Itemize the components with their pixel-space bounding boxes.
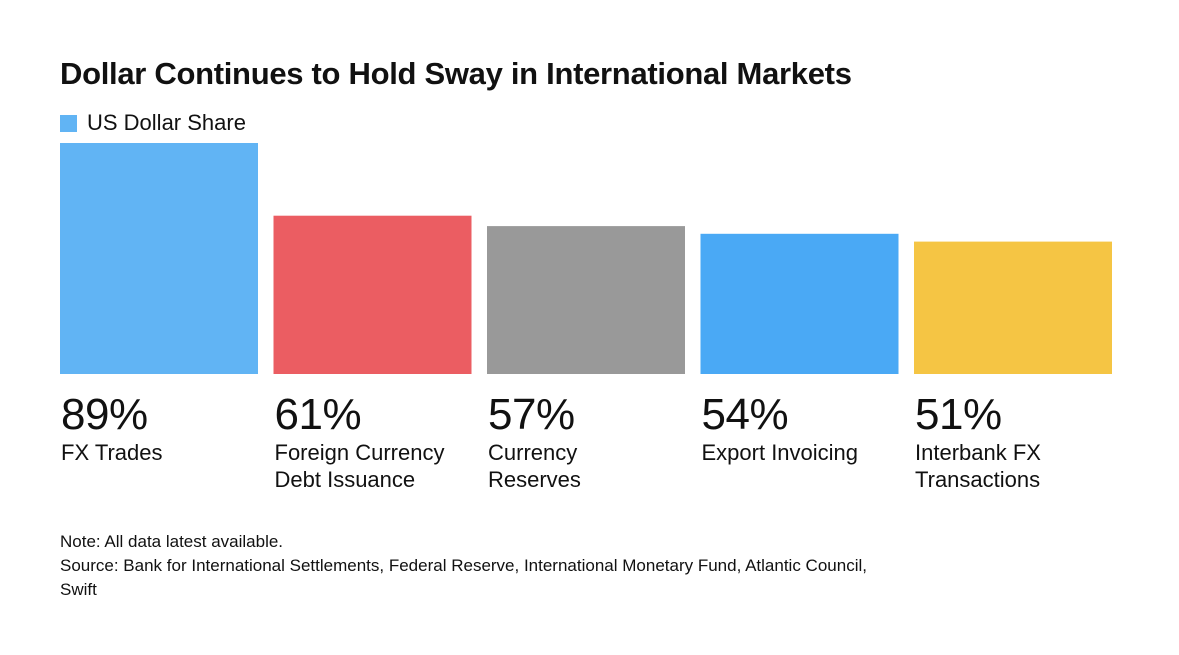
bar-category-label: Interbank FX: [915, 440, 1041, 465]
bar-category-label: Reserves: [488, 467, 581, 492]
bar-value-label: 89%: [61, 390, 148, 439]
bar-label-4: 51% Interbank FX Transactions: [915, 391, 1041, 493]
bar-value-label: 57%: [488, 390, 575, 439]
legend-swatch: [60, 114, 77, 132]
bar-4: [914, 241, 1112, 374]
bar-label-2: 57% Currency Reserves: [488, 391, 581, 493]
legend: US Dollar Share: [60, 110, 246, 136]
bar-category-label: FX Trades: [61, 440, 163, 465]
source-text-line2: Swift: [60, 580, 97, 599]
legend-label: US Dollar Share: [87, 110, 246, 135]
bar-label-3: 54% Export Invoicing: [702, 391, 859, 466]
bar-3: [700, 233, 899, 374]
bar-2: [487, 226, 685, 374]
bar-value-label: 61%: [274, 390, 362, 439]
bar-0: [60, 143, 258, 374]
chart-title: Dollar Continues to Hold Sway in Interna…: [60, 56, 852, 91]
bar-category-label: Debt Issuance: [274, 467, 416, 492]
bar-category-label: Transactions: [915, 467, 1041, 492]
bar-value-label: 51%: [915, 390, 1002, 439]
bar-label-1: 61% Foreign Currency Debt Issuance: [275, 391, 445, 493]
source-text-line1: Source: Bank for International Settlemen…: [60, 556, 867, 575]
chart-notes: Note: All data latest available. Source:…: [60, 530, 867, 602]
bar-category-label: Foreign Currency: [274, 440, 445, 465]
bar-value-label: 54%: [701, 390, 789, 439]
bar-category-label: Currency: [488, 440, 578, 465]
bar-1: [273, 215, 472, 374]
note-text: Note: All data latest available.: [60, 532, 284, 551]
bar-category-label: Export Invoicing: [701, 440, 859, 465]
bar-label-0: 89% FX Trades: [61, 391, 162, 466]
